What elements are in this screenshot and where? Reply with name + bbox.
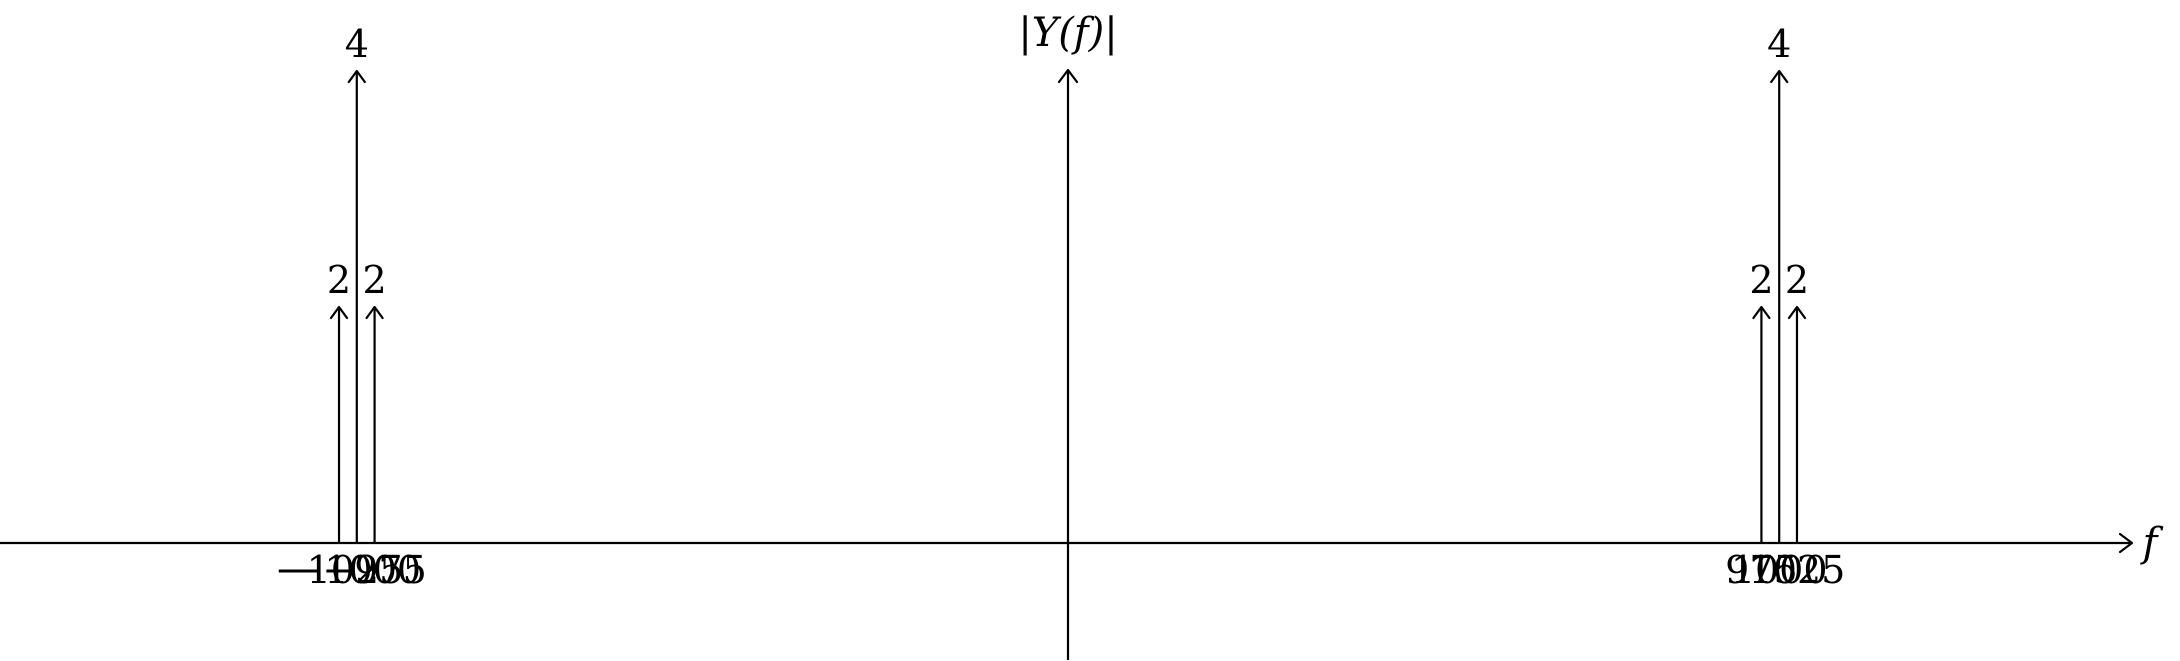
x-tick-label: −1025 <box>275 548 404 592</box>
stem-arrowhead <box>329 305 349 320</box>
stem-arrowhead <box>347 69 366 84</box>
stem-3: 2 975 <box>1725 258 1798 592</box>
stem-5: 2 1025 <box>1749 258 1846 592</box>
stem-4: 4 1000 <box>1731 22 1828 592</box>
stem-0: 2 −1025 <box>275 258 404 592</box>
data-label: 2 <box>327 258 351 302</box>
x-tick-label: 1025 <box>1749 548 1846 592</box>
data-label: 2 <box>1785 258 1809 302</box>
x-tick-label: 1000 <box>1731 548 1828 592</box>
x-tick-label: 975 <box>1725 548 1798 592</box>
x-tick-label: −975 <box>322 548 426 592</box>
x-tick-label: −1000 <box>293 548 422 592</box>
y-axis-label: |Y(f)| <box>1018 10 1117 56</box>
data-label: 4 <box>345 22 369 66</box>
data-label: 2 <box>1749 258 1773 302</box>
data-label: 2 <box>362 258 386 302</box>
y-axis-arrowhead <box>1057 68 1079 84</box>
stem-arrowhead <box>1787 305 1807 320</box>
stem-arrowhead <box>1770 69 1789 84</box>
y-axis: |Y(f)| <box>1018 10 1118 660</box>
stem-arrowhead <box>365 305 384 320</box>
x-axis-label: f <box>2140 520 2164 566</box>
stem-arrowhead <box>1752 305 1771 320</box>
stem-1: 4 −1000 <box>293 22 422 592</box>
stem-series: 2 −1025 4 −1000 2 −975 2 975 4 1000 2 1025 <box>275 22 1846 592</box>
data-label: 4 <box>1767 22 1791 66</box>
stem-2: 2 −975 <box>322 258 426 592</box>
x-axis-arrowhead <box>2118 532 2134 554</box>
